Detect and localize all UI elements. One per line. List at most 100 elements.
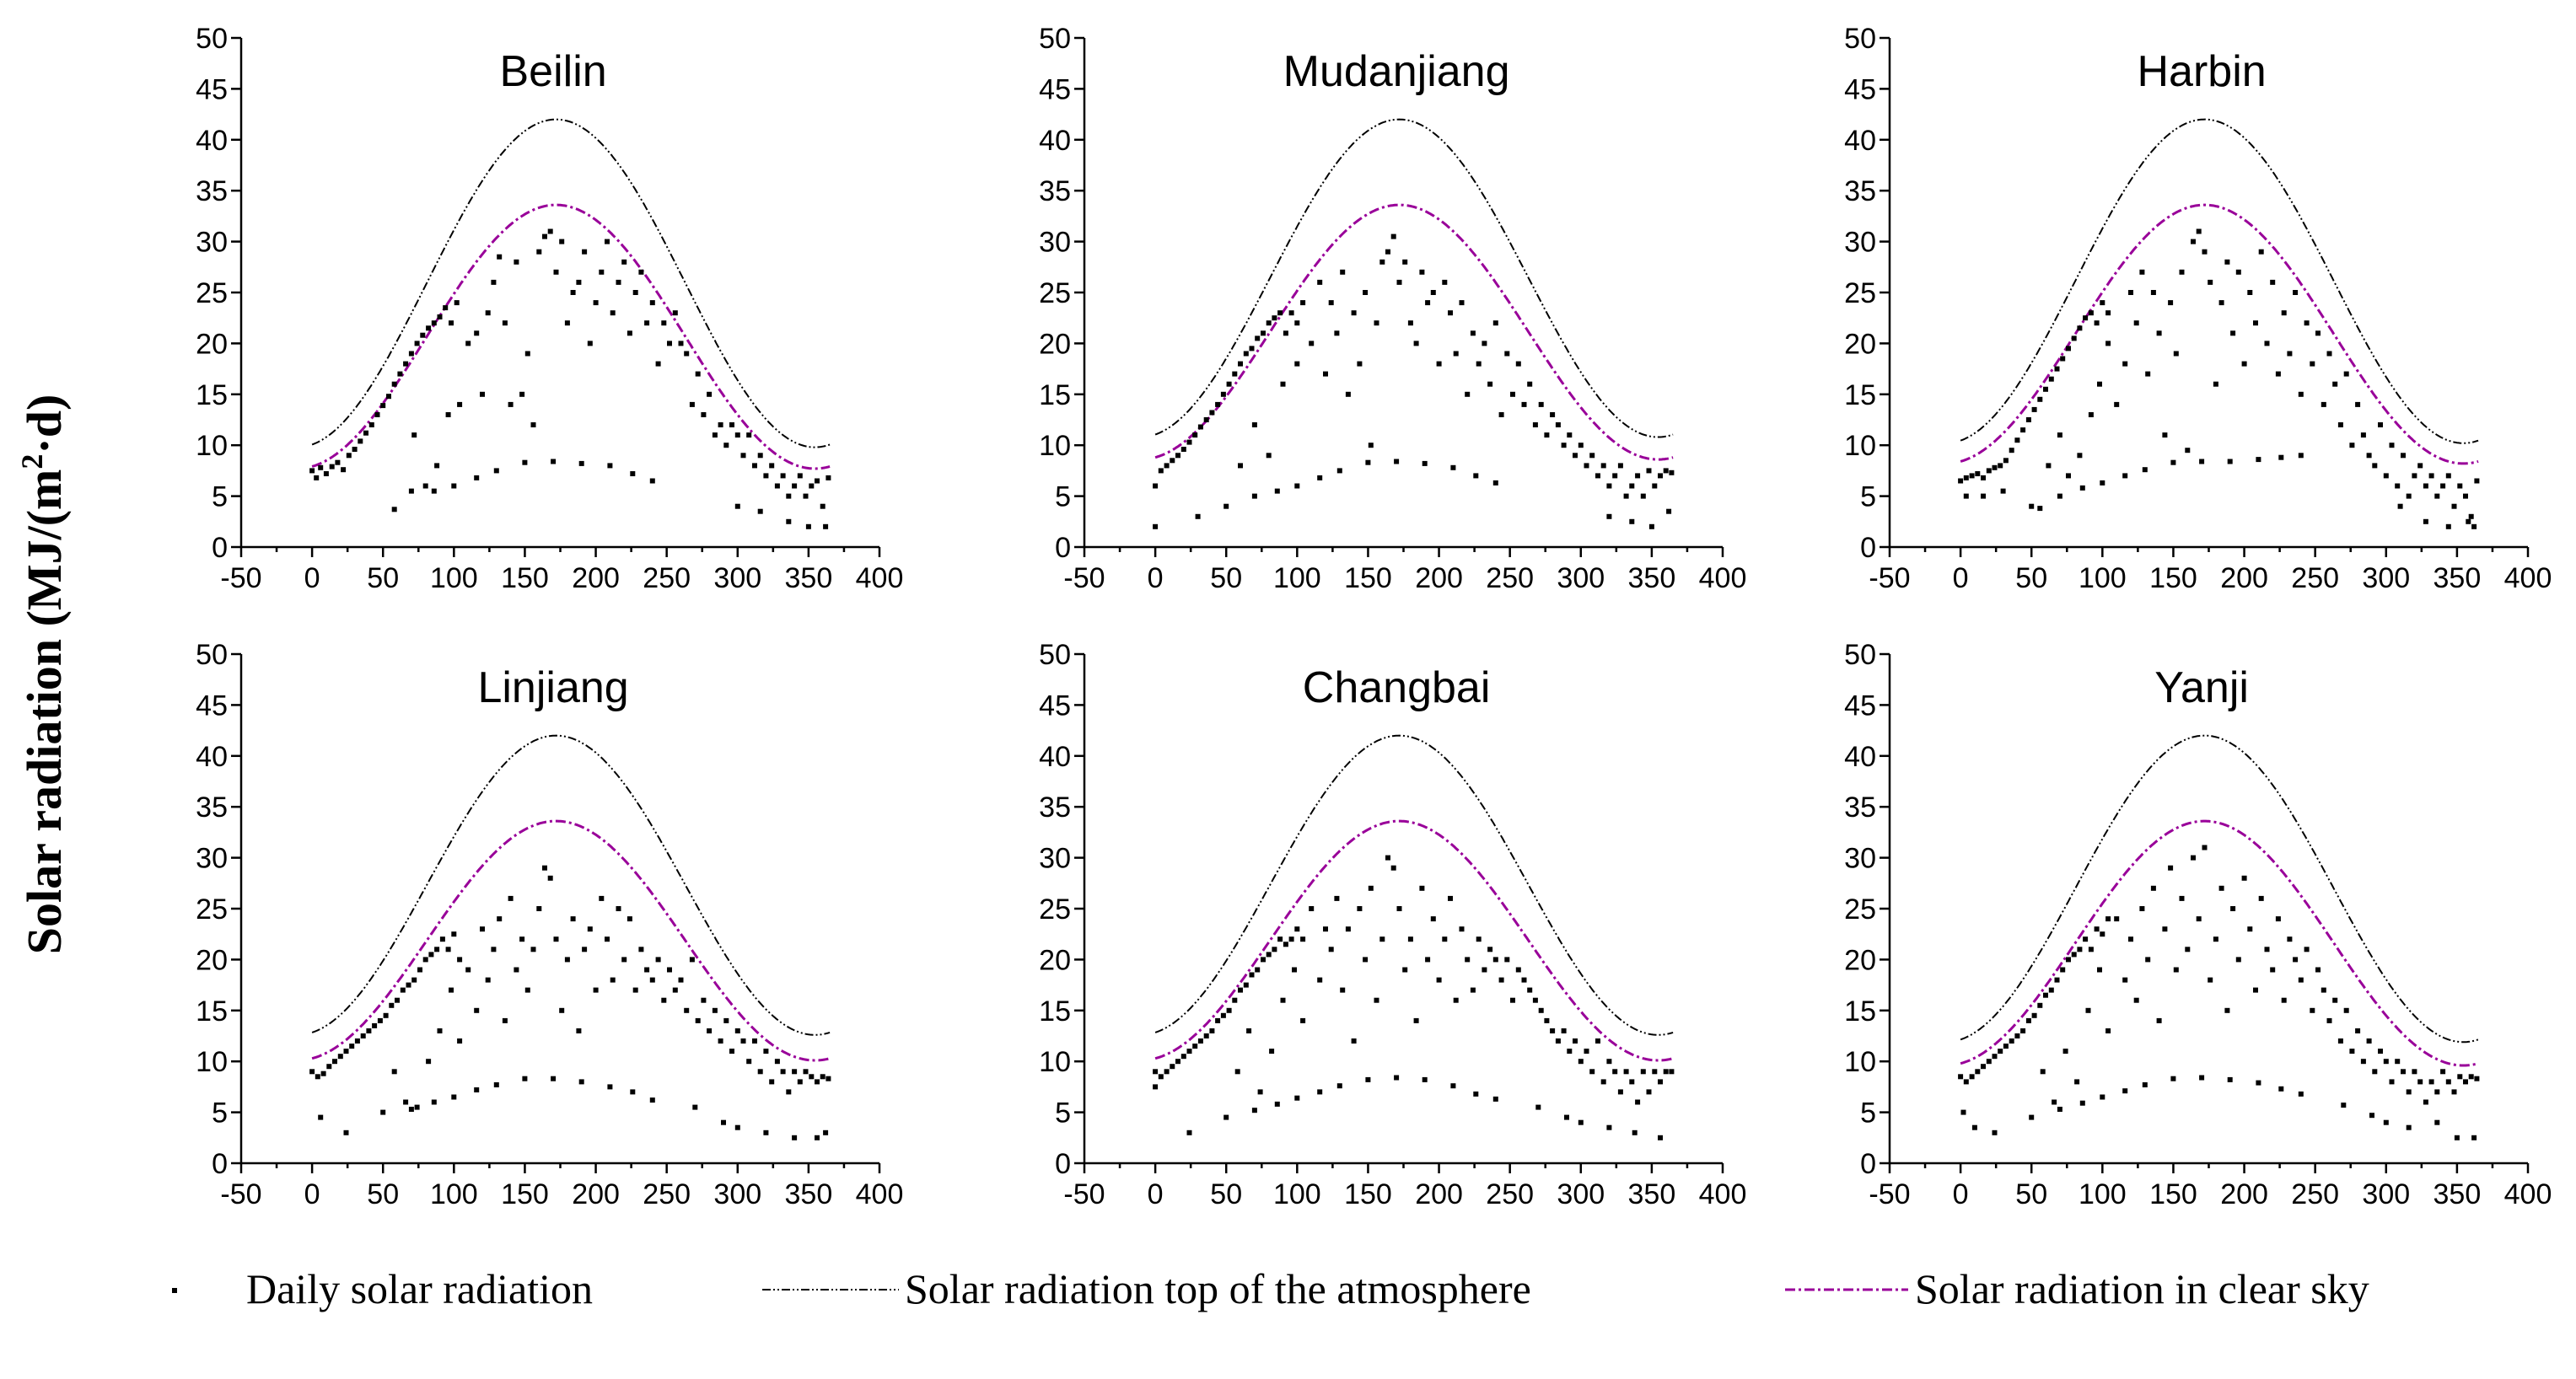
daily-point [2253,987,2258,993]
daily-point [763,1049,769,1054]
daily-point [734,432,740,438]
panel-title: Changbai [1303,663,1491,712]
daily-point [2383,1119,2389,1125]
daily-point [1544,1017,1550,1023]
daily-point [1473,1091,1479,1097]
daily-point [1981,1064,1986,1070]
y-tick-label: 35 [1844,175,1876,207]
y-tick-label: 20 [196,944,228,976]
daily-point [1266,453,1272,459]
daily-point [403,1099,409,1105]
daily-point [1561,443,1567,448]
daily-point [551,459,557,464]
daily-point [530,947,536,952]
daily-point [2097,381,2102,387]
x-tick-label: 350 [785,562,833,594]
daily-point [1963,1079,1969,1085]
daily-point [1340,987,1346,993]
clear-sky-curve [311,819,831,1062]
daily-point [434,463,440,469]
y-tick-label: 45 [1844,690,1876,722]
daily-point [2281,997,2287,1003]
daily-point [508,895,514,901]
daily-point [1317,475,1323,480]
y-tick-label: 40 [1844,741,1876,773]
daily-point [2378,1049,2383,1054]
daily-point [1328,300,1334,306]
daily-point [667,341,672,346]
daily-point [689,957,695,963]
daily-point [1274,1101,1280,1107]
daily-point [431,488,437,494]
daily-point [2270,279,2276,285]
daily-point [2360,432,2366,438]
y-tick-label: 15 [196,995,228,1028]
daily-point [1158,468,1164,474]
daily-point [1640,1069,1646,1075]
daily-point [2372,1069,2378,1075]
daily-point [474,1007,480,1013]
daily-point [1482,967,1487,973]
daily-point [1975,471,1981,476]
daily-point [1357,361,1363,367]
y-tick-label: 35 [1844,791,1876,824]
daily-point [1402,967,1408,973]
daily-point [2088,947,2094,952]
daily-point [1407,936,1413,942]
daily-point [454,300,460,306]
daily-point [1623,1069,1629,1075]
daily-point [536,249,542,255]
y-tick-label: 15 [1039,995,1071,1028]
x-tick-label: 300 [713,562,761,594]
daily-point [2401,453,2406,459]
daily-point [2077,947,2083,952]
daily-point [1629,483,1635,489]
daily-point [644,320,650,326]
daily-point [411,977,417,983]
daily-point [426,325,432,331]
x-tick-label: 100 [2079,1178,2127,1210]
daily-point [530,422,536,427]
daily-point [1555,1038,1561,1044]
daily-point [723,443,729,448]
daily-point [408,1107,414,1112]
daily-point [667,967,672,973]
daily-point [318,464,324,470]
daily-point [2094,320,2100,326]
daily-point [2304,947,2310,952]
x-tick-label: 250 [643,562,691,594]
daily-point [1504,351,1510,357]
daily-point [2145,371,2151,377]
daily-point [1209,410,1215,416]
daily-point [2457,483,2463,489]
daily-point [2474,478,2480,484]
daily-point [2412,473,2417,479]
daily-point [2454,1135,2460,1140]
y-tick-label: 50 [196,23,228,55]
x-tick-label: 50 [367,1178,399,1210]
x-tick-label: 250 [1486,1178,1534,1210]
daily-point [803,493,809,499]
clear-sky-curve [1960,819,2479,1067]
daily-point [1459,300,1465,306]
daily-point [797,473,803,479]
daily-point [1442,936,1448,942]
daily-point [2428,1079,2434,1085]
daily-point [420,332,426,338]
daily-point [2074,1079,2080,1085]
daily-point [689,401,695,407]
daily-point [1487,947,1493,952]
legend: Daily solar radiation Solar radiation to… [172,1265,2369,1312]
daily-point [1632,1129,1638,1135]
daily-point [2343,1007,2349,1013]
daily-point [2241,361,2247,367]
daily-point [1340,269,1346,275]
y-tick-label: 10 [196,430,228,462]
daily-point [2275,371,2281,377]
daily-point [1175,453,1180,459]
daily-point [774,483,780,489]
daily-point [1958,1074,1964,1080]
daily-point [485,310,491,316]
daily-point [1669,1069,1675,1075]
daily-point [2139,269,2145,275]
